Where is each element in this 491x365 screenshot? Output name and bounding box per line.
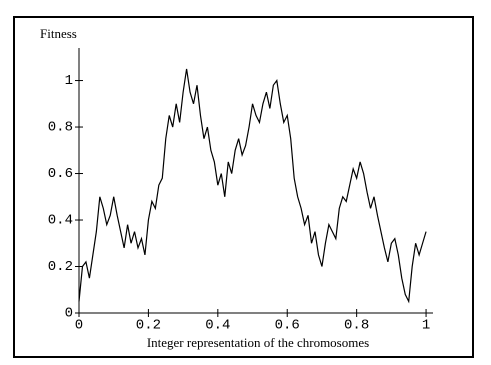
y-tick-label: 0.6: [48, 166, 73, 182]
x-tick-label: 0.8: [344, 318, 369, 334]
x-tick-label: 0.4: [205, 318, 230, 334]
x-tick-label: 0.2: [136, 318, 161, 334]
frame: [13, 16, 474, 358]
data-line: [78, 68, 427, 304]
y-tick-label: 1: [65, 73, 73, 89]
x-tick-label: 1: [422, 318, 430, 334]
y-tick-label: 0.8: [48, 120, 73, 136]
x-axis-label: Integer representation of the chromosome…: [147, 335, 369, 350]
x-tick-label: 0.6: [275, 318, 300, 334]
x-tick-label: 0: [75, 318, 83, 334]
y-tick-label: 0.4: [48, 213, 73, 229]
y-tick-label: 0.2: [48, 259, 73, 275]
y-tick-label: 0: [65, 306, 73, 322]
y-axis-label: Fitness: [40, 26, 77, 41]
